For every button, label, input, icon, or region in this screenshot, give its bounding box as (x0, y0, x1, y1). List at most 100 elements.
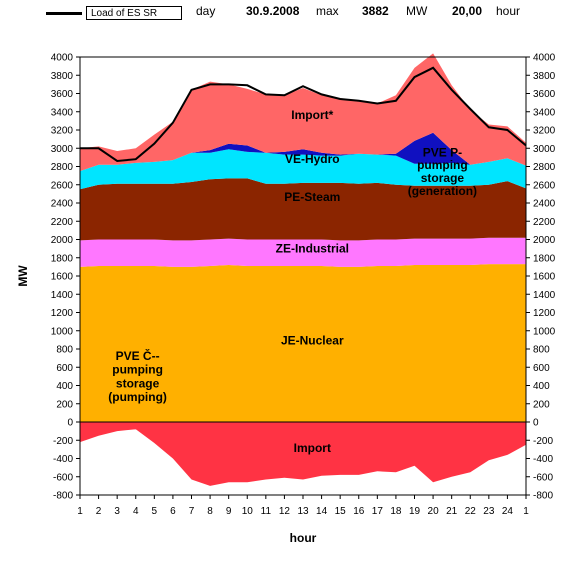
area-pve-p-pumping-storage-generation (80, 132, 526, 172)
legend-label: Load of ES SR (91, 8, 158, 19)
y-tick-label-left: -800 (53, 491, 73, 502)
y-tick-label-right: 600 (533, 363, 550, 374)
legend-line-swatch (46, 12, 82, 15)
area-annotation: VE-Hydro (285, 152, 340, 166)
area-annotation: PVE P- (423, 146, 462, 160)
y-tick-label-left: 800 (56, 345, 73, 356)
y-tick-label-right: 2000 (533, 235, 556, 246)
area-annotation: storage (116, 376, 160, 390)
area-ve-hydro (80, 149, 526, 190)
area-annotation: PE-Steam (284, 190, 340, 204)
day-label: day (196, 4, 216, 18)
unit-label: MW (406, 4, 428, 18)
x-tick-label: 1 (77, 506, 83, 517)
y-tick-label-right: 0 (533, 418, 539, 429)
y-tick-label-left: -600 (53, 472, 73, 483)
x-tick-label: 22 (465, 506, 477, 517)
y-tick-label-right: 3000 (533, 144, 556, 155)
y-tick-label-right: 400 (533, 381, 550, 392)
max-label: max (316, 4, 339, 18)
x-tick-label: 20 (428, 506, 440, 517)
y-tick-label-right: 3400 (533, 107, 556, 118)
y-tick-label-right: 1800 (533, 253, 556, 264)
area-import (80, 53, 526, 172)
y-tick-label-left: 3800 (51, 71, 74, 82)
y-tick-label-right: 3200 (533, 126, 556, 137)
y-tick-label-left: 2800 (51, 162, 74, 173)
x-tick-label: 16 (353, 506, 365, 517)
y-tick-label-right: 1400 (533, 290, 556, 301)
y-tick-label-left: 1200 (51, 308, 74, 319)
time-value: 20,00 (452, 4, 483, 18)
area-annotation: (pumping) (108, 390, 167, 404)
y-tick-label-right: 200 (533, 399, 550, 410)
x-tick-label: 7 (189, 506, 195, 517)
area-annotation: pumping (417, 158, 468, 172)
x-tick-label: 9 (226, 506, 232, 517)
x-tick-label: 21 (446, 506, 458, 517)
x-tick-label: 6 (170, 506, 176, 517)
x-tick-label: 8 (207, 506, 213, 517)
y-tick-label-right: 2200 (533, 217, 556, 228)
y-tick-label-left: 2600 (51, 180, 74, 191)
y-tick-label-left: 2400 (51, 199, 74, 210)
x-tick-label: 13 (297, 506, 309, 517)
x-tick-label: 1 (523, 506, 529, 517)
y-tick-label-right: -800 (533, 491, 553, 502)
area-annotation: Import (294, 441, 331, 455)
area-annotation: storage (421, 171, 465, 185)
y-tick-label-right: 2800 (533, 162, 556, 173)
y-tick-label-left: 1800 (51, 253, 74, 264)
y-tick-label-left: -400 (53, 454, 73, 465)
legend-box: Load of ES SR (86, 6, 182, 20)
y-tick-label-right: 3800 (533, 71, 556, 82)
y-tick-label-right: 4000 (533, 53, 556, 64)
area-pe-steam (80, 178, 526, 241)
y-tick-label-right: 3600 (533, 89, 556, 100)
y-tick-label-left: 200 (56, 399, 73, 410)
max-value: 3882 (362, 4, 389, 18)
y-tick-label-right: -400 (533, 454, 553, 465)
y-tick-label-right: 1600 (533, 272, 556, 283)
y-tick-label-left: 4000 (51, 53, 74, 64)
y-tick-label-left: 3000 (51, 144, 74, 155)
y-tick-label-left: 2200 (51, 217, 74, 228)
x-tick-label: 3 (114, 506, 120, 517)
x-axis-title: hour (290, 531, 317, 545)
x-tick-label: 14 (316, 506, 328, 517)
y-tick-label-left: 2000 (51, 235, 74, 246)
y-tick-label-left: 0 (67, 418, 73, 429)
area-annotation: PVE Č-- (116, 348, 160, 363)
y-tick-label-right: -200 (533, 436, 553, 447)
x-tick-label: 18 (390, 506, 402, 517)
y-tick-label-left: 1600 (51, 272, 74, 283)
y-tick-label-left: 3200 (51, 126, 74, 137)
x-tick-label: 11 (261, 506, 272, 517)
area-je-nuclear (80, 264, 526, 422)
y-tick-label-right: 2400 (533, 199, 556, 210)
y-axis-title: MW (16, 265, 30, 287)
time-label: hour (496, 4, 521, 18)
y-tick-label-left: 3400 (51, 107, 74, 118)
y-tick-label-left: 1400 (51, 290, 74, 301)
area-ze-industrial (80, 237, 526, 267)
x-tick-label: 5 (152, 506, 158, 517)
x-tick-label: 19 (409, 506, 421, 517)
load-line (80, 66, 527, 163)
area-annotation: (generation) (408, 184, 477, 198)
area-import (80, 422, 526, 486)
y-tick-label-right: 800 (533, 345, 550, 356)
y-tick-label-right: 2600 (533, 180, 556, 191)
y-tick-label-right: 1200 (533, 308, 556, 319)
y-tick-label-right: 1000 (533, 326, 556, 337)
y-tick-label-left: 600 (56, 363, 73, 374)
x-tick-label: 10 (242, 506, 254, 517)
x-tick-label: 15 (335, 506, 347, 517)
y-tick-label-left: -200 (53, 436, 73, 447)
area-annotation: ZE-Industrial (276, 241, 349, 255)
x-tick-label: 17 (372, 506, 384, 517)
area-annotation: pumping (112, 363, 163, 377)
y-tick-label-right: -600 (533, 472, 553, 483)
y-tick-label-left: 400 (56, 381, 73, 392)
